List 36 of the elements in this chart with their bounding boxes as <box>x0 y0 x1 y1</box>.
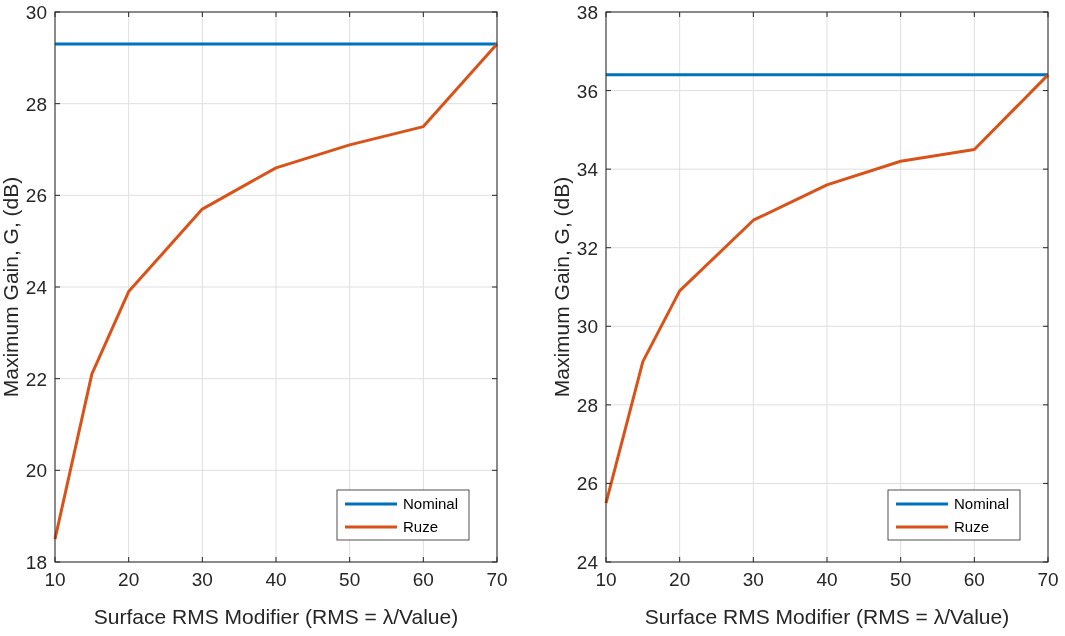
x-tick-label: 20 <box>118 569 140 590</box>
y-tick-label: 18 <box>25 552 47 573</box>
y-tick-label: 30 <box>25 2 47 23</box>
x-tick-label: 40 <box>816 569 838 590</box>
legend-label: Ruze <box>403 518 439 535</box>
y-tick-label: 28 <box>576 394 598 416</box>
y-tick-label: 26 <box>576 473 598 495</box>
x-axis-title: Surface RMS Modifier (RMS = λ/Value) <box>93 605 459 628</box>
x-tick-label: 40 <box>265 569 287 590</box>
y-tick-label: 24 <box>25 277 48 298</box>
x-tick-label: 50 <box>339 569 361 590</box>
x-tick-label: 10 <box>44 569 66 590</box>
legend-label: Ruze <box>954 518 990 535</box>
y-tick-label: 32 <box>576 237 598 259</box>
x-tick-label: 60 <box>412 569 434 590</box>
y-tick-label: 26 <box>25 185 47 207</box>
y-axis-title: Maximum Gain, G, (dB) <box>0 176 22 398</box>
x-tick-label: 70 <box>1037 569 1059 590</box>
legend-label: Nominal <box>954 495 1010 512</box>
y-tick-label: 20 <box>25 460 47 482</box>
x-tick-label: 30 <box>742 569 764 590</box>
legend-label: Nominal <box>403 495 459 512</box>
y-tick-label: 28 <box>25 93 47 115</box>
x-tick-label: 60 <box>963 569 985 590</box>
line-series <box>53 42 499 541</box>
x-tick-label: 70 <box>486 569 508 590</box>
y-axis-title: Maximum Gain, G, (dB) <box>550 176 573 398</box>
y-tick-label: 30 <box>576 316 598 338</box>
x-tick-label: 50 <box>890 569 912 590</box>
x-tick-label: 30 <box>191 569 213 590</box>
x-tick-label: 20 <box>669 569 691 590</box>
y-tick-label: 34 <box>576 159 599 181</box>
x-axis-title: Surface RMS Modifier (RMS = λ/Value) <box>644 605 1010 628</box>
y-tick-label: 36 <box>576 80 598 102</box>
y-tick-label: 38 <box>576 2 598 23</box>
y-tick-label: 22 <box>25 368 47 390</box>
